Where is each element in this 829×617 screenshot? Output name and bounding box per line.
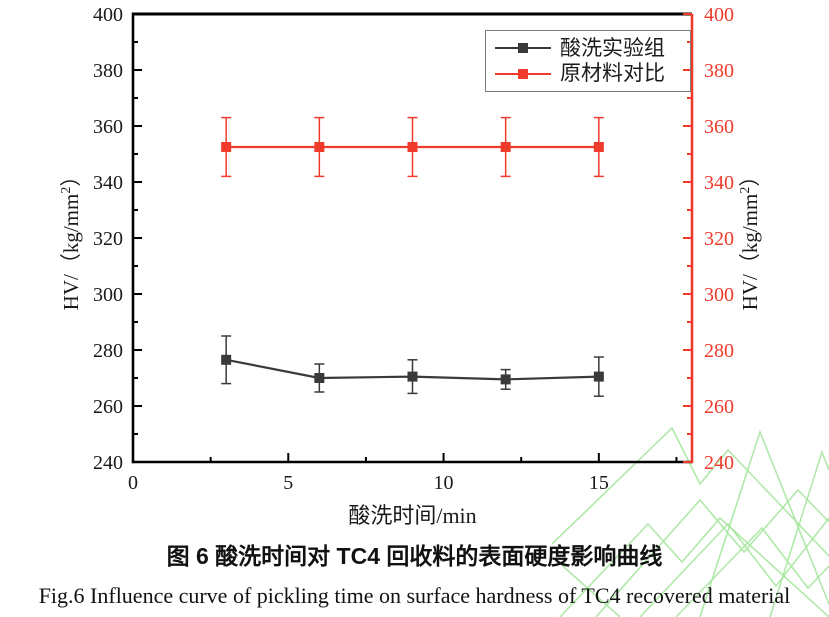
y-tick-label-left: 260 (93, 396, 123, 418)
x-axis: 0 5 10 15 (128, 453, 678, 494)
y-axis-title-left: HV/（kg/mm2） (59, 166, 83, 311)
watermark-line (595, 488, 829, 617)
data-point-marker (593, 371, 604, 382)
legend-item-raw-material: 原材料对比 (495, 63, 686, 84)
x-tick-label: 5 (283, 472, 293, 494)
data-point-marker (407, 142, 418, 152)
figure-caption-en: Fig.6 Influence curve of pickling time o… (38, 583, 791, 608)
watermark-line (639, 517, 829, 617)
watermark-line (551, 426, 829, 557)
data-point-marker (500, 374, 511, 385)
data-point-marker (314, 142, 325, 152)
y-tick-label-right: 320 (704, 228, 734, 250)
y-tick-label-left: 400 (93, 4, 123, 26)
x-tick-label: 15 (589, 472, 609, 494)
y-tick-label-right: 380 (704, 60, 734, 82)
x-tick-label: 0 (128, 472, 138, 494)
legend-item-pickling-group: 酸洗实验组 (495, 38, 686, 59)
y-tick-label-right: 340 (704, 172, 734, 194)
data-point-marker (593, 142, 604, 152)
y-tick-label-right: 400 (704, 4, 734, 26)
y-axes-ticks: 240 240 260 260 280 280 300 300 320 320 340 340 360 3… (93, 4, 734, 474)
y-tick-label-right: 280 (704, 340, 734, 362)
watermark-line (555, 559, 621, 617)
y-tick-label-right: 260 (704, 396, 734, 418)
data-point-marker (314, 373, 325, 383)
y-tick-label-left: 360 (93, 116, 123, 138)
y-tick-label-left: 320 (93, 228, 123, 250)
y-tick-label-right: 240 (704, 452, 734, 474)
chart-legend: 酸洗实验组 原材料对比 (485, 30, 691, 92)
legend-swatch-red-square (495, 67, 551, 80)
hardness-chart: 0 5 10 15 240 240 260 260 280 280 300 300 320 320 340 3… (59, 4, 762, 528)
x-axis-title: 酸洗时间/min (348, 503, 476, 528)
y-axis-title-right: HV/（kg/mm2） (738, 166, 762, 311)
watermark-line (769, 449, 829, 617)
y-tick-label-left: 240 (93, 452, 123, 474)
y-tick-label-left: 340 (93, 172, 123, 194)
y-tick-label-right: 360 (704, 116, 734, 138)
legend-label: 酸洗实验组 (560, 36, 665, 60)
y-tick-label-left: 280 (93, 340, 123, 362)
legend-swatch-black-square (495, 42, 551, 55)
y-tick-label-left: 300 (93, 284, 123, 306)
series-1 (221, 116, 604, 178)
data-point-marker (221, 142, 232, 152)
y-tick-label-left: 380 (93, 60, 123, 82)
series-0 (221, 335, 604, 397)
figure-caption-zh: 图 6 酸洗时间对 TC4 回收料的表面硬度影响曲线 (166, 543, 663, 569)
watermark-line (699, 429, 829, 617)
data-point-marker (500, 142, 511, 152)
legend-label: 原材料对比 (560, 62, 665, 86)
watermark-line (559, 516, 829, 617)
data-point-marker (221, 354, 232, 365)
y-tick-label-right: 300 (704, 284, 734, 306)
x-tick-label: 10 (434, 472, 454, 494)
data-point-marker (407, 371, 418, 382)
